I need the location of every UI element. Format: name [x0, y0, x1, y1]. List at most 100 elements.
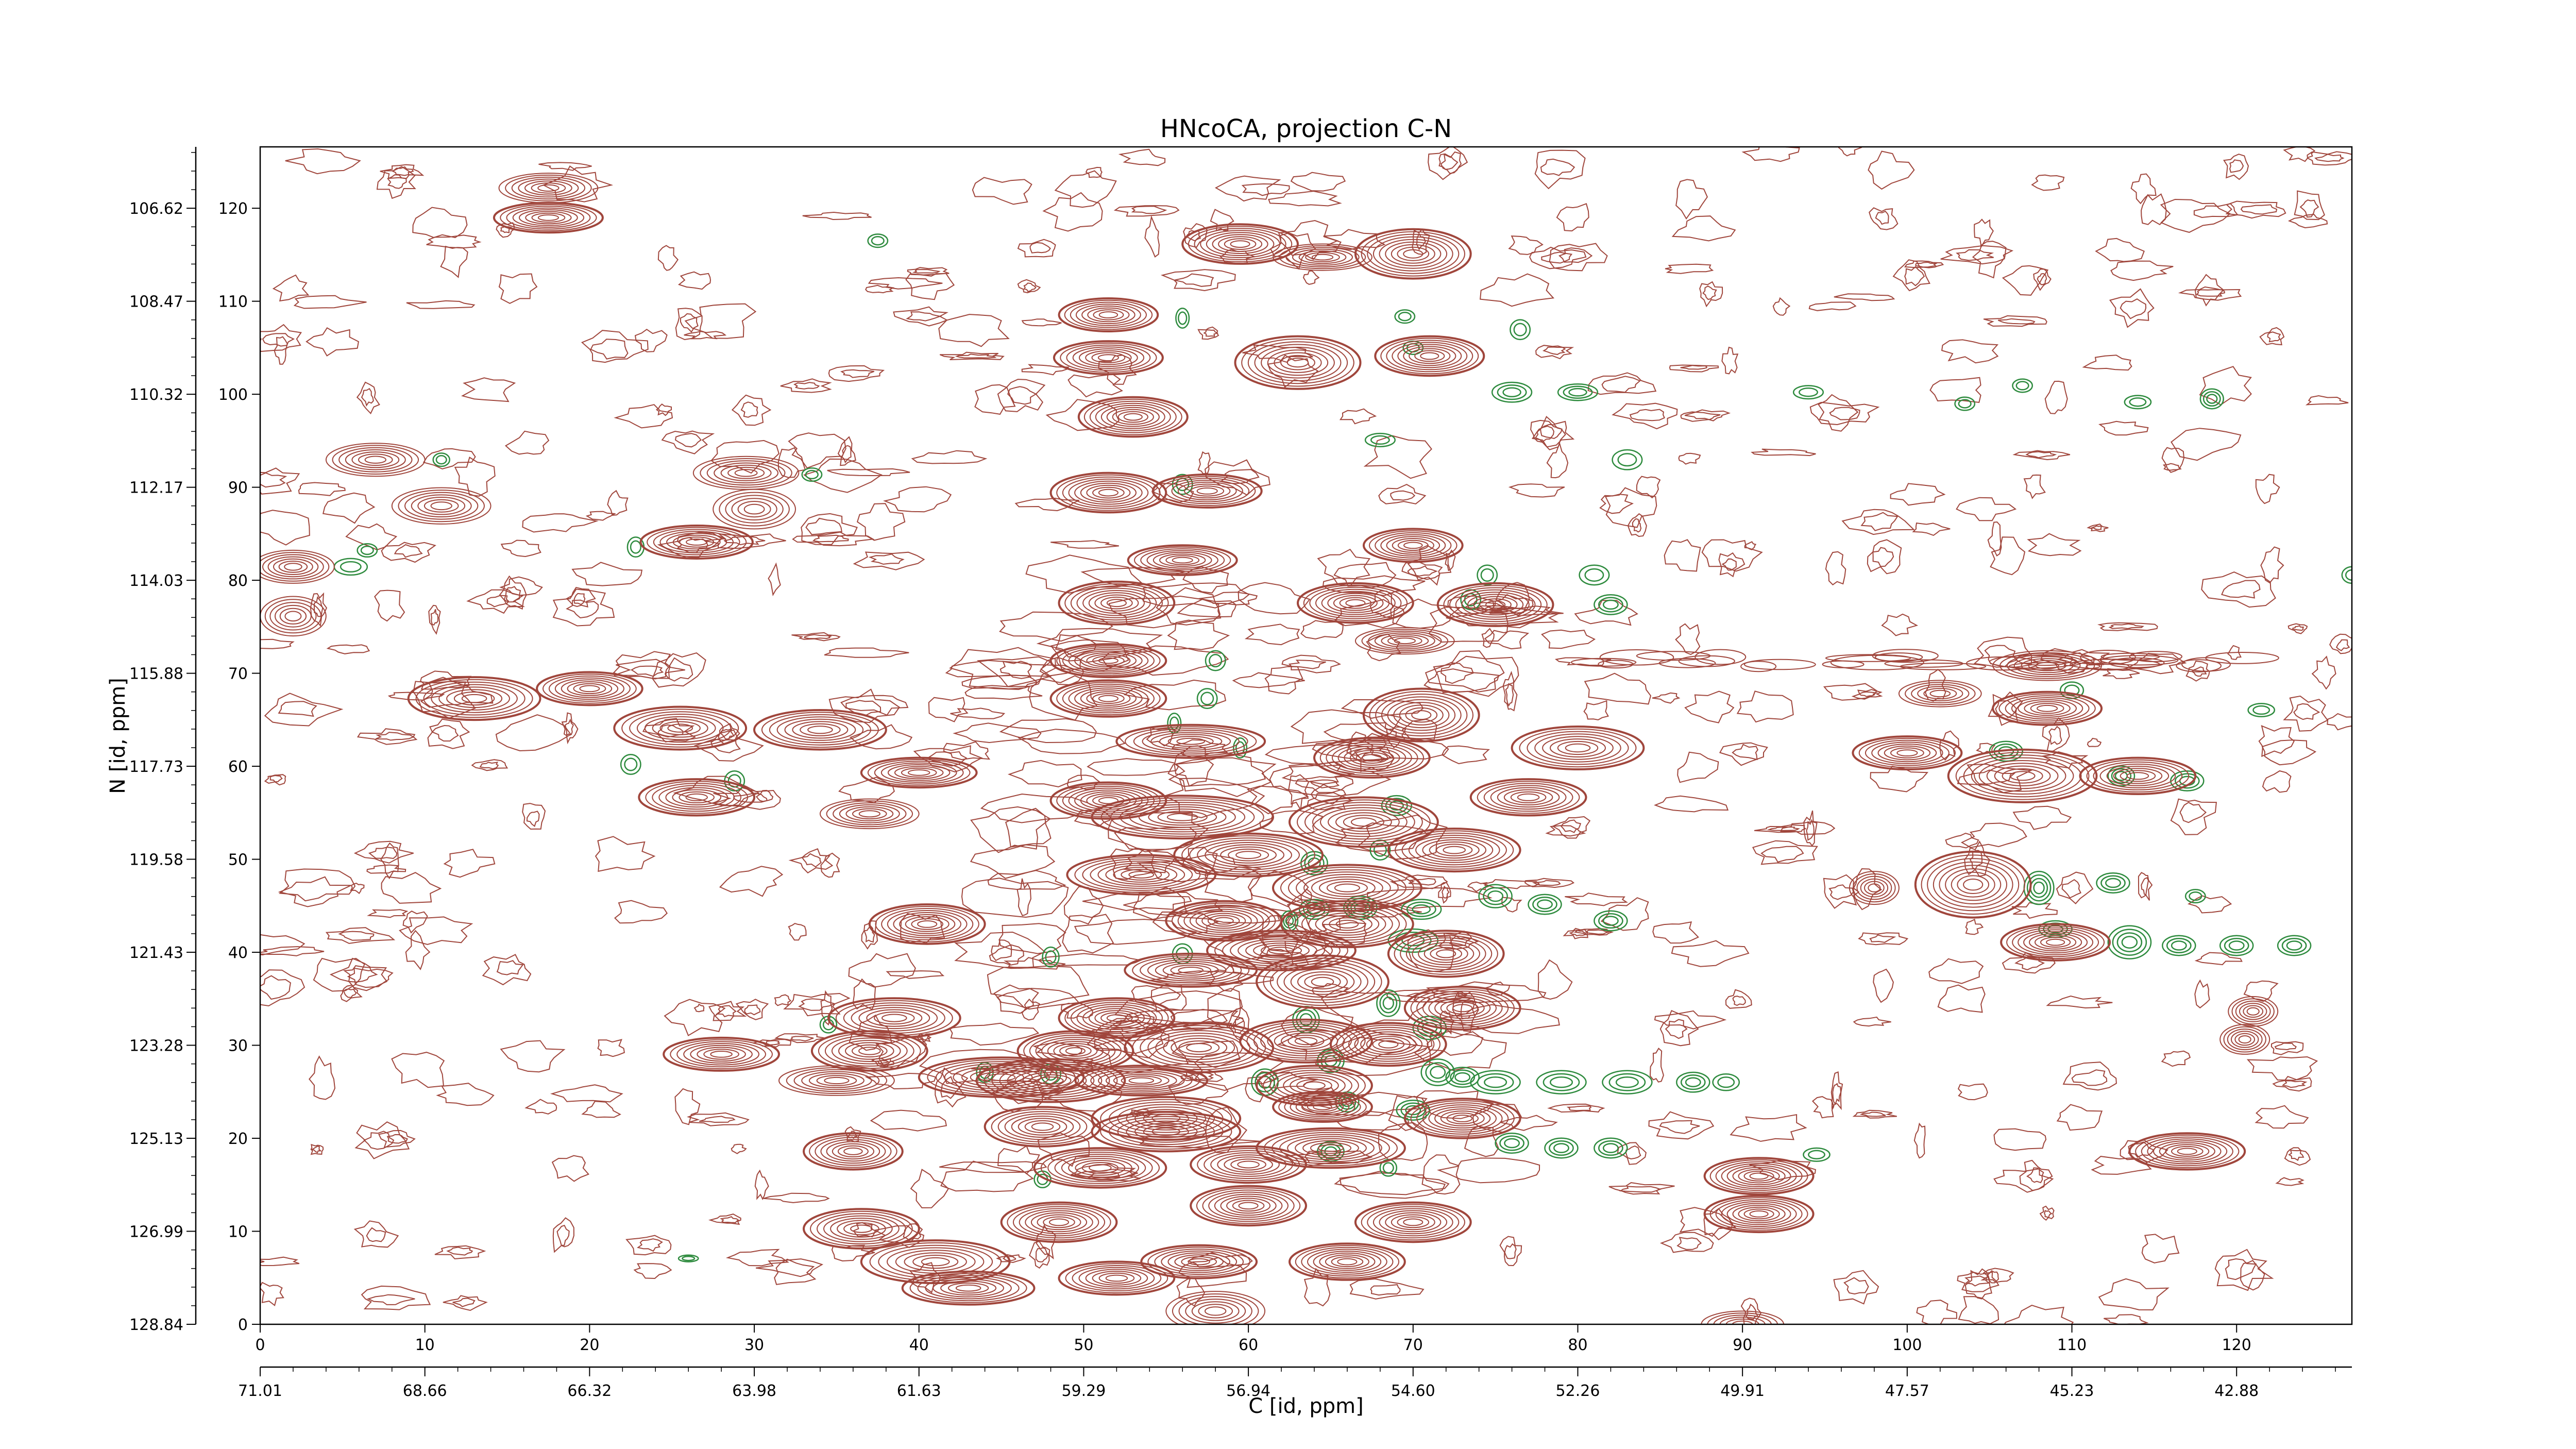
peak-negative — [2219, 935, 2254, 956]
noise-contour — [755, 1258, 824, 1277]
noise-ring — [713, 787, 781, 810]
contour-ring — [1062, 683, 1155, 714]
contour-ring — [893, 912, 961, 936]
noise-ring — [436, 1083, 495, 1106]
contour-ring — [1490, 785, 1567, 810]
noise-ring — [1210, 209, 1234, 232]
noise-ring — [1701, 539, 1763, 572]
noise-ring — [1859, 1111, 1886, 1117]
contour-ring — [697, 1047, 746, 1062]
noise-ring — [633, 1263, 672, 1279]
noise-ring — [2255, 1105, 2309, 1129]
x-ppm-tick-label: 71.01 — [238, 1382, 282, 1400]
contour-ring — [1289, 1242, 1406, 1281]
contour-ring — [2009, 771, 2036, 781]
noise-ring — [1818, 394, 1859, 432]
peak-negative — [2107, 925, 2152, 959]
contour-ring — [1189, 908, 1258, 933]
contour-ring — [573, 683, 606, 695]
ridge-contour — [1207, 988, 1241, 1029]
contour-ring — [1202, 1189, 1295, 1222]
noise-contour — [1665, 263, 1714, 274]
contour-ring — [1097, 354, 1119, 361]
noise-ring — [841, 445, 852, 464]
noise-contour — [2275, 1177, 2304, 1186]
ridge-contour — [953, 722, 1042, 744]
peak-positive — [713, 488, 796, 530]
peak-positive — [1289, 1242, 1406, 1281]
contour-ring — [1304, 802, 1423, 843]
noise-ring — [1288, 660, 1326, 669]
noise-ring — [1772, 297, 1791, 316]
noise-ring — [391, 1052, 445, 1088]
peak-positive — [868, 903, 986, 945]
contour-ring — [1082, 858, 1201, 891]
contour-ring — [776, 716, 864, 744]
ridge-contour — [1074, 919, 1198, 945]
noise-ring — [1928, 958, 1984, 984]
contour-ring — [1385, 241, 1442, 266]
peak-negative — [1420, 1058, 1455, 1086]
noise-contour — [1210, 209, 1234, 232]
noise-ring — [1508, 483, 1565, 498]
noise-ring — [2087, 737, 2102, 747]
contour-ring — [1955, 752, 2090, 800]
noise-ring — [2274, 1042, 2297, 1051]
noise-contour — [412, 207, 468, 239]
contour-ring — [1177, 904, 1270, 937]
contour-ring — [1553, 1143, 1569, 1153]
contour-ring — [284, 563, 302, 571]
ridge-contour — [970, 844, 1056, 879]
y-ppm-tick-label: 119.58 — [129, 851, 183, 869]
contour-ring — [1726, 1203, 1791, 1225]
noise-ring — [607, 490, 629, 516]
contour-ring — [1414, 350, 1445, 362]
noise-ring — [912, 268, 941, 274]
contour-ring — [1594, 910, 1628, 932]
noise-ring — [2110, 260, 2174, 281]
noise-contour — [522, 803, 546, 830]
noise-ring — [329, 957, 388, 991]
contour-ring — [1196, 487, 1218, 495]
noise-contour — [1604, 487, 1657, 528]
contour-ring — [1308, 910, 1386, 938]
noise-contour — [1608, 1182, 1675, 1195]
peak-negative — [1477, 564, 1498, 586]
contour-ring — [1749, 1210, 1769, 1218]
contour-ring — [1088, 1008, 1145, 1028]
contour-ring — [2170, 770, 2205, 791]
noise-ring — [938, 314, 1010, 347]
noise-contour — [1256, 1071, 1318, 1089]
noise-ring — [353, 1220, 399, 1248]
noise-ring — [1547, 1103, 1605, 1113]
contour-ring — [639, 525, 754, 560]
noise-contour — [1974, 218, 1994, 248]
contour-ring — [1676, 1071, 1710, 1093]
contour-ring — [1260, 1025, 1352, 1056]
noise-contour — [1467, 881, 1490, 892]
noise-ring — [783, 992, 851, 1017]
contour-ring — [1321, 591, 1390, 615]
contour-ring — [1256, 954, 1389, 1009]
noise-ring — [522, 513, 599, 533]
noise-contour — [710, 440, 780, 474]
noise-ring — [1323, 229, 1386, 250]
contour-ring — [672, 789, 721, 806]
contour-ring — [1568, 387, 1587, 397]
contour-ring — [1998, 693, 2096, 724]
noise-contour — [387, 692, 445, 701]
contour-ring — [1367, 1206, 1460, 1239]
contour-ring — [1072, 1265, 1162, 1291]
contour-ring — [880, 762, 957, 783]
noise-contour — [853, 551, 925, 570]
contour-ring — [1477, 781, 1580, 814]
noise-ring — [1619, 1186, 1662, 1193]
contour-ring — [1364, 432, 1396, 447]
noise-ring — [1113, 205, 1180, 217]
noise-contour — [1721, 346, 1739, 375]
contour-ring — [803, 1132, 904, 1171]
noise-ring — [1281, 654, 1342, 673]
noise-ring — [503, 586, 521, 603]
contour-ring — [2002, 768, 2043, 784]
noise-contour — [634, 328, 668, 352]
